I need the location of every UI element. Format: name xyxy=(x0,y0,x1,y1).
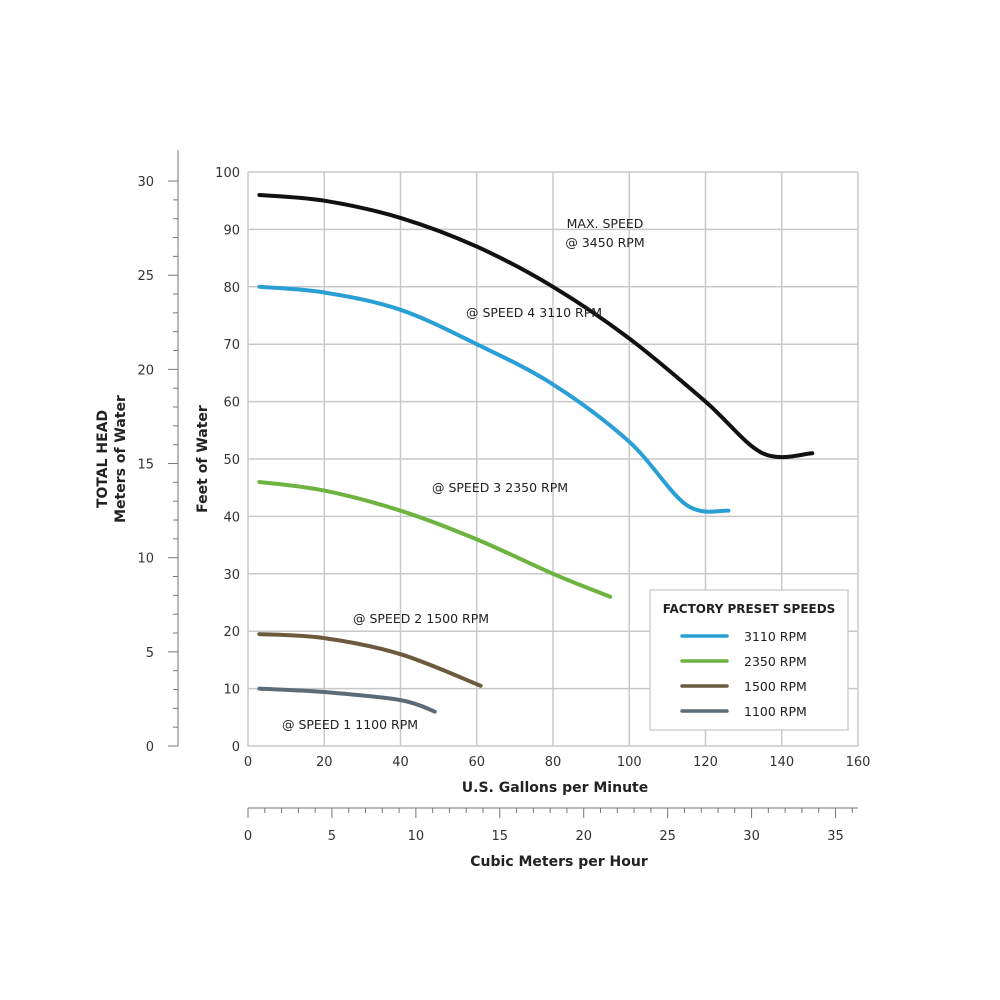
y2-tick-label: 30 xyxy=(137,175,154,190)
x2-tick-label: 5 xyxy=(328,829,336,844)
y-tick-label: 50 xyxy=(223,453,240,468)
y-tick-label: 90 xyxy=(223,223,240,238)
y2-tick-label: 15 xyxy=(137,458,154,473)
max-speed-label: MAX. SPEED xyxy=(567,216,644,231)
y2-tick-label: 5 xyxy=(146,646,154,661)
y2-axis-title-line1: TOTAL HEAD xyxy=(95,410,111,508)
x-tick-label: 120 xyxy=(693,755,718,770)
x2-axis-title: Cubic Meters per Hour xyxy=(470,854,648,870)
legend-label: 3110 RPM xyxy=(744,629,807,644)
speed-4-3110-label: @ SPEED 4 3110 RPM xyxy=(466,305,602,320)
x-tick-label: 60 xyxy=(468,755,485,770)
speed-3-2350-label: @ SPEED 3 2350 RPM xyxy=(432,480,568,495)
legend: FACTORY PRESET SPEEDS 3110 RPM 2350 RPM 15… xyxy=(649,589,849,731)
speed-2-1500-label: @ SPEED 2 1500 RPM xyxy=(353,611,489,626)
x-tick-label: 80 xyxy=(545,755,562,770)
y-tick-label: 100 xyxy=(215,166,240,181)
legend-label: 1500 RPM xyxy=(744,679,807,694)
x-tick-label: 100 xyxy=(617,755,642,770)
y2-tick-label: 20 xyxy=(137,363,154,378)
speed-1-1100-curve xyxy=(257,686,437,714)
x2-tick-label: 30 xyxy=(743,829,760,844)
y-tick-label: 30 xyxy=(223,568,240,583)
speed-4-3110-curve xyxy=(257,284,731,514)
x-tick-label: 40 xyxy=(392,755,409,770)
y-tick-label: 10 xyxy=(223,683,240,698)
speed-3-2350-curve xyxy=(257,480,613,599)
x2-tick-label: 15 xyxy=(492,829,509,844)
x-axis-title: U.S. Gallons per Minute xyxy=(462,780,648,796)
max-speed-curve xyxy=(257,193,815,460)
speed-1-1100-label: @ SPEED 1 1100 RPM xyxy=(282,717,418,732)
x-tick-label: 160 xyxy=(846,755,871,770)
y-tick-label: 70 xyxy=(223,338,240,353)
y2-tick-label: 0 xyxy=(146,740,154,755)
legend-label: 2350 RPM xyxy=(744,654,807,669)
x-tick-label: 20 xyxy=(316,755,333,770)
legend-label: 1100 RPM xyxy=(744,704,807,719)
legend-title: FACTORY PRESET SPEEDS xyxy=(663,602,836,616)
y-tick-label: 40 xyxy=(223,510,240,525)
curve-labels: MAX. SPEED @ 3450 RPM @ SPEED 4 3110 RPM @ … xyxy=(282,216,645,732)
x2-tick-label: 0 xyxy=(244,829,252,844)
x2-tick-label: 25 xyxy=(659,829,676,844)
x2-tick-label: 10 xyxy=(408,829,425,844)
series-curves xyxy=(257,193,815,714)
legend-entries: 3110 RPM 2350 RPM 1500 RPM 1100 RPM xyxy=(680,629,807,719)
x-tick-label: 0 xyxy=(244,755,252,770)
x-tick-label: 140 xyxy=(769,755,794,770)
y-tick-label: 20 xyxy=(223,625,240,640)
grid xyxy=(247,171,859,747)
speed-2-1500-curve xyxy=(257,632,483,688)
y-tick-label: 60 xyxy=(223,396,240,411)
y-axis-title: Feet of Water xyxy=(195,405,211,513)
y2-tick-label: 25 xyxy=(137,269,154,284)
y-tick-label: 0 xyxy=(232,740,240,755)
x2-tick-label: 20 xyxy=(575,829,592,844)
y2-axis-title-line2: Meters of Water xyxy=(113,395,129,523)
x2-tick-label: 35 xyxy=(827,829,844,844)
y-tick-label: 80 xyxy=(223,281,240,296)
y2-tick-label: 10 xyxy=(137,552,154,567)
max-speed-label-line2: @ 3450 RPM xyxy=(565,235,644,250)
